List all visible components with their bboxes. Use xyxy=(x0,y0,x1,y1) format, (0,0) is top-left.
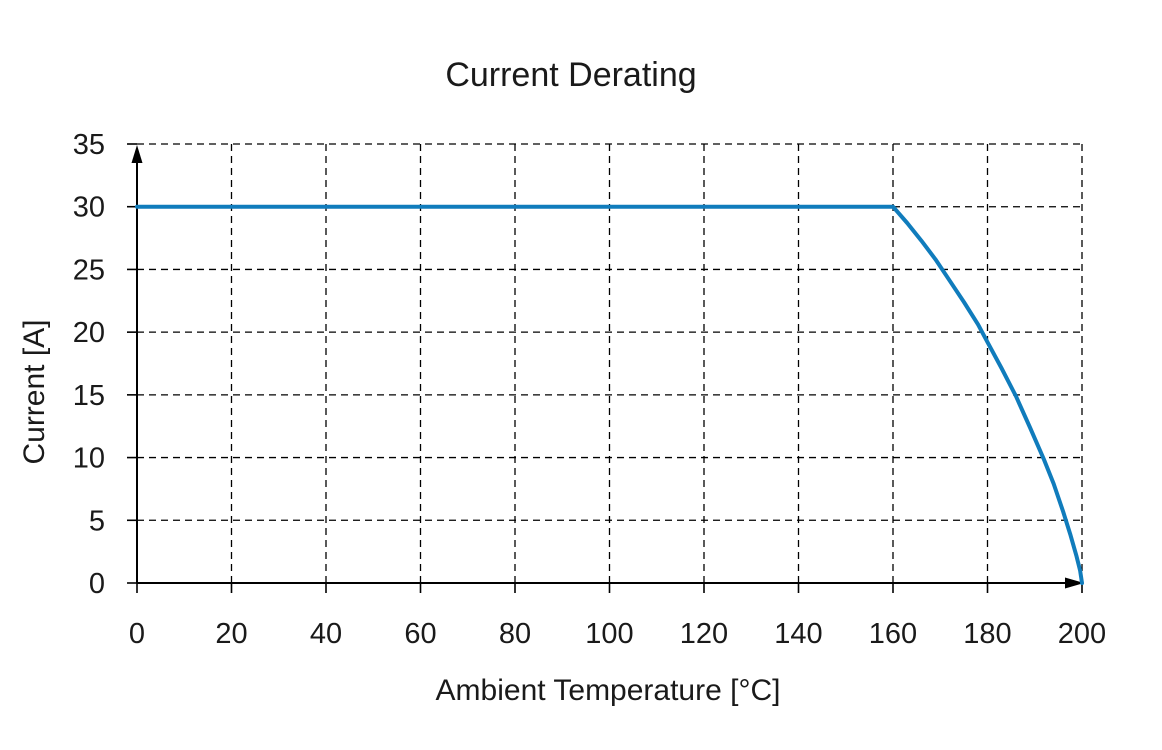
xtick-label-60: 60 xyxy=(404,618,436,650)
xtick-label-80: 80 xyxy=(499,618,531,650)
tick-labels: 0 20 40 60 80 100 120 140 160 180 200 0 5 10 15 20 25 30 3… xyxy=(73,129,1106,650)
ytick-label-5: 5 xyxy=(89,505,105,537)
xtick-label-180: 180 xyxy=(963,618,1011,650)
ytick-label-35: 35 xyxy=(73,129,105,161)
xtick-label-0: 0 xyxy=(129,618,145,650)
y-axis-label: Current [A] xyxy=(18,319,51,464)
axes xyxy=(131,145,1084,589)
ytick-label-25: 25 xyxy=(73,254,105,286)
tick-marks xyxy=(127,143,1083,593)
data-series xyxy=(135,204,1084,585)
chart-title: Current Derating xyxy=(445,56,696,94)
y-axis-arrow-icon xyxy=(131,145,143,163)
ytick-label-15: 15 xyxy=(73,380,105,412)
xtick-label-140: 140 xyxy=(774,618,822,650)
gridlines xyxy=(137,143,1083,583)
ytick-label-20: 20 xyxy=(73,317,105,349)
series-derating-curve xyxy=(135,204,1084,585)
xtick-label-20: 20 xyxy=(215,618,247,650)
ytick-label-30: 30 xyxy=(73,192,105,224)
xtick-label-120: 120 xyxy=(680,618,728,650)
ytick-label-10: 10 xyxy=(73,443,105,475)
xtick-label-40: 40 xyxy=(310,618,342,650)
x-axis-arrow-icon xyxy=(1065,577,1084,589)
ytick-label-0: 0 xyxy=(89,568,105,600)
xtick-label-160: 160 xyxy=(869,618,917,650)
xtick-label-200: 200 xyxy=(1058,618,1106,650)
x-axis-label: Ambient Temperature [°C] xyxy=(436,674,781,707)
xtick-label-100: 100 xyxy=(585,618,633,650)
